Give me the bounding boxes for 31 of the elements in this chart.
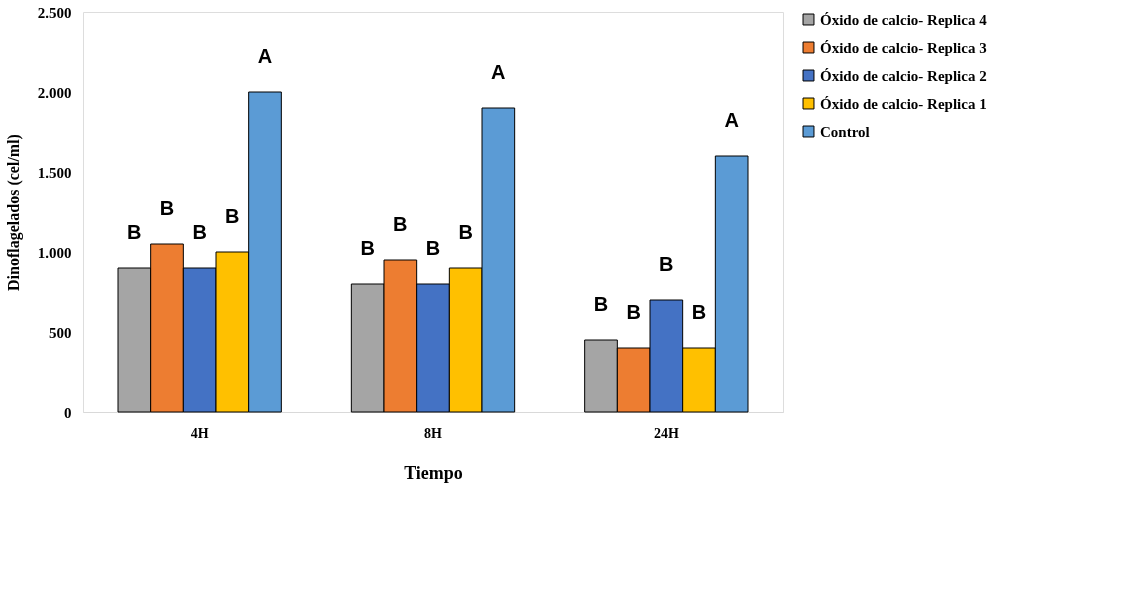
y-tick-label: 0	[64, 404, 72, 421]
legend-label: Óxido de calcio- Replica 2	[820, 67, 987, 84]
data-label: B	[626, 301, 641, 323]
y-axis-title: Dinoflagelados (cel/ml)	[4, 134, 23, 291]
y-tick-label: 500	[49, 324, 72, 341]
data-label: B	[159, 197, 175, 219]
y-tick-label: 1.000	[37, 244, 72, 261]
x-tick-label: 4H	[190, 425, 209, 441]
data-label: A	[257, 45, 273, 67]
data-label: B	[659, 253, 674, 275]
data-label: B	[691, 301, 707, 323]
legend-label: Óxido de calcio- Replica 4	[820, 11, 988, 28]
data-label: B	[127, 221, 142, 243]
data-label: B	[458, 221, 473, 243]
legend-label: Control	[820, 123, 870, 140]
legend-label: Óxido de calcio- Replica 3	[820, 39, 987, 56]
data-label: B	[593, 293, 609, 315]
data-label: B	[225, 205, 240, 227]
data-label: A	[724, 109, 739, 131]
x-tick-label: 8H	[424, 425, 443, 441]
x-axis-title: Tiempo	[404, 462, 463, 483]
x-tick-label: 24H	[653, 425, 679, 441]
data-label: B	[192, 221, 207, 243]
data-label: B	[393, 213, 408, 235]
data-label: B	[360, 237, 375, 259]
y-tick-label: 2.500	[37, 4, 72, 21]
y-tick-label: 1.500	[37, 164, 72, 181]
legend-label: Óxido de calcio- Replica 1	[820, 95, 987, 112]
y-tick-label: 2.000	[37, 84, 72, 101]
data-label: B	[425, 237, 441, 259]
data-label: A	[491, 61, 506, 83]
